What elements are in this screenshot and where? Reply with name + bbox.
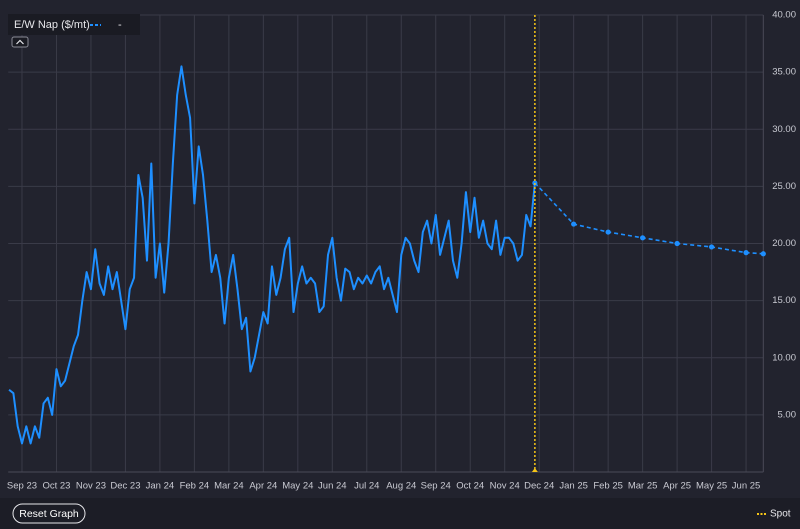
x-tick-label: Dec 23 — [110, 481, 140, 492]
footer-bar — [0, 498, 800, 529]
x-tick-label: Mar 24 — [214, 481, 244, 492]
y-tick-label: 20.00 — [772, 238, 796, 249]
x-tick-label: Aug 24 — [386, 481, 416, 492]
legend-box — [8, 14, 140, 35]
data-point — [743, 250, 749, 256]
x-tick-label: Jun 24 — [318, 481, 347, 492]
spot-marker — [531, 468, 538, 472]
y-tick-label: 5.00 — [778, 409, 797, 420]
spot-legend-label: Spot — [770, 509, 791, 520]
data-point — [674, 240, 680, 247]
x-tick-label: Apr 25 — [663, 481, 691, 492]
y-tick-label: 10.00 — [772, 352, 796, 363]
x-tick-label: Dec 24 — [524, 481, 554, 492]
x-tick-label: Apr 24 — [249, 481, 277, 492]
data-point — [760, 251, 766, 257]
x-tick-label: Nov 23 — [76, 481, 106, 492]
x-tick-label: Jul 24 — [354, 481, 379, 492]
x-tick-label: Oct 23 — [42, 481, 70, 492]
x-tick-label: May 24 — [282, 481, 313, 492]
data-point — [708, 244, 715, 250]
y-tick-label: 40.00 — [772, 10, 796, 21]
x-tick-label: Jan 25 — [559, 481, 588, 492]
x-tick-label: May 25 — [696, 481, 727, 492]
collapse-icon — [16, 39, 24, 45]
x-tick-label: Oct 24 — [456, 481, 484, 492]
y-tick-label: 25.00 — [772, 181, 796, 192]
x-tick-label: Nov 24 — [490, 481, 520, 492]
y-tick-label: 35.00 — [772, 67, 796, 78]
data-point — [605, 229, 611, 235]
x-tick-label: Jan 24 — [146, 481, 175, 492]
plot-layer — [8, 15, 766, 472]
x-tick-label: Mar 25 — [628, 481, 658, 492]
x-tick-label: Sep 24 — [421, 481, 451, 492]
series-line — [534, 182, 764, 255]
y-tick-label: 30.00 — [772, 124, 796, 135]
y-tick-label: 15.00 — [772, 295, 796, 306]
series-line — [8, 65, 536, 445]
collapse-button[interactable] — [11, 36, 29, 48]
data-point — [532, 180, 538, 186]
reset-button[interactable] — [12, 503, 86, 524]
reset-button-label: Reset Graph — [19, 508, 79, 520]
legend-label: E/W Nap ($/mt) — [14, 19, 90, 31]
data-point — [640, 235, 646, 241]
legend-value: - — [118, 19, 122, 31]
x-tick-label: Sep 23 — [7, 481, 37, 492]
x-tick-label: Feb 24 — [180, 481, 210, 492]
data-point — [571, 221, 577, 227]
x-tick-label: Feb 25 — [593, 481, 623, 492]
x-tick-label: Jun 25 — [732, 481, 761, 492]
